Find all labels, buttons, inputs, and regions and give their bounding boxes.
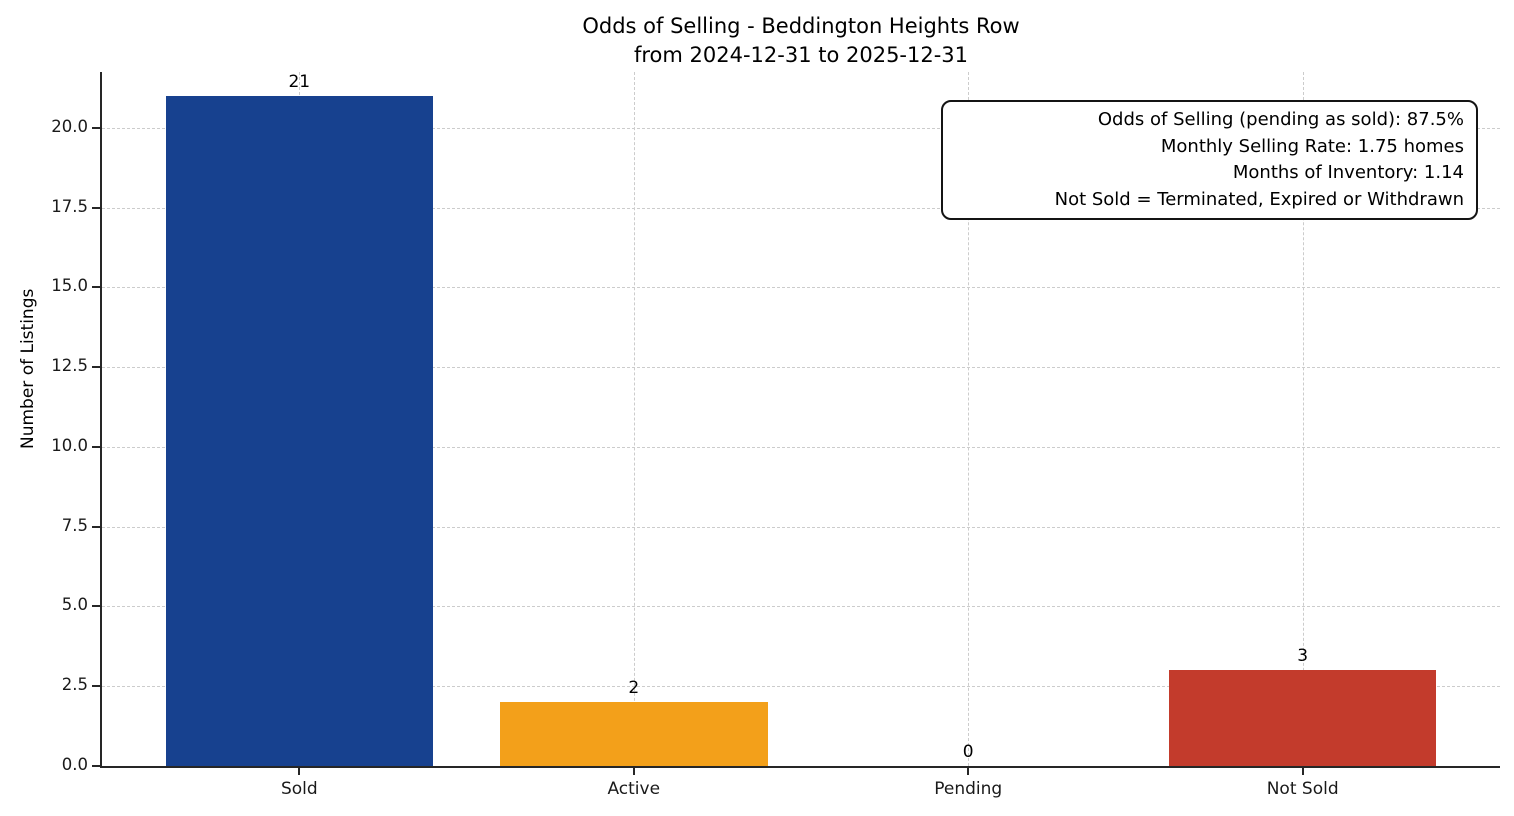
bottom-axis-spine [100,766,1500,768]
h-gridline [102,526,1500,528]
h-gridline [102,367,1500,369]
y-tick-mark [92,765,100,767]
x-tick-label-pending: Pending [934,779,1003,799]
y-tick-label: 7.5 [61,515,88,535]
stats-annotation-box: Odds of Selling (pending as sold): 87.5%… [941,100,1478,220]
v-gridline [633,72,635,766]
stat-not-sold-definition: Not Sold = Terminated, Expired or Withdr… [1054,188,1464,210]
y-tick-mark [92,525,100,528]
h-gridline [102,686,1500,688]
stat-odds-of-selling: Odds of Selling (pending as sold): 87.5% [1097,109,1464,130]
y-tick-label: 0.0 [61,755,88,774]
bar-active [499,702,768,766]
bar-value-label: 2 [628,678,640,699]
y-tick-label: 2.5 [61,675,88,695]
y-tick-mark [92,685,100,688]
stat-months-of-inventory: Months of Inventory: 1.14 [1232,162,1464,183]
y-tick-label: 20.0 [51,116,88,136]
bar-value-label: 3 [1297,646,1309,667]
bar-sold [165,95,434,766]
h-gridline [102,446,1500,448]
v-gridline [1302,72,1304,766]
x-tick-mark [632,767,635,775]
x-tick-mark [1301,767,1304,775]
y-tick-label: 12.5 [51,356,88,376]
y-tick-mark [92,206,100,209]
chart-title-line1: Odds of Selling - Beddington Heights Row [582,14,1020,38]
y-tick-label: 10.0 [51,435,88,455]
h-gridline [102,207,1500,209]
y-tick-label: 17.5 [51,196,88,216]
x-tick-label-not-sold: Not Sold [1266,779,1339,799]
y-tick-mark [92,605,100,608]
y-tick-mark [92,286,100,289]
bar-value-label: 21 [288,71,311,92]
bar-not-sold [1168,670,1437,766]
y-tick-label: 5.0 [61,595,88,615]
v-gridline [968,72,970,766]
stat-monthly-selling-rate: Monthly Selling Rate: 1.75 homes [1160,135,1464,157]
plot-area: 21 2 0 3 Odds of Selling (pending as sold):… [100,71,1500,768]
h-gridline [102,127,1500,129]
y-tick-mark [92,366,100,369]
x-tick-mark [967,767,970,775]
y-tick-mark [92,126,100,129]
y-tick-mark [92,445,100,448]
h-gridline [102,287,1500,289]
h-gridline [102,606,1500,608]
y-tick-label: 15.0 [51,276,88,296]
x-tick-label-active: Active [607,779,661,799]
chart-title-line2: from 2024-12-31 to 2025-12-31 [633,43,969,67]
chart-title: Odds of Selling - Beddington Heights Row… [102,12,1500,70]
x-tick-label-sold: Sold [280,779,318,799]
x-tick-mark [298,767,301,775]
bar-value-label: 0 [962,742,974,762]
left-axis-spine [100,72,102,768]
